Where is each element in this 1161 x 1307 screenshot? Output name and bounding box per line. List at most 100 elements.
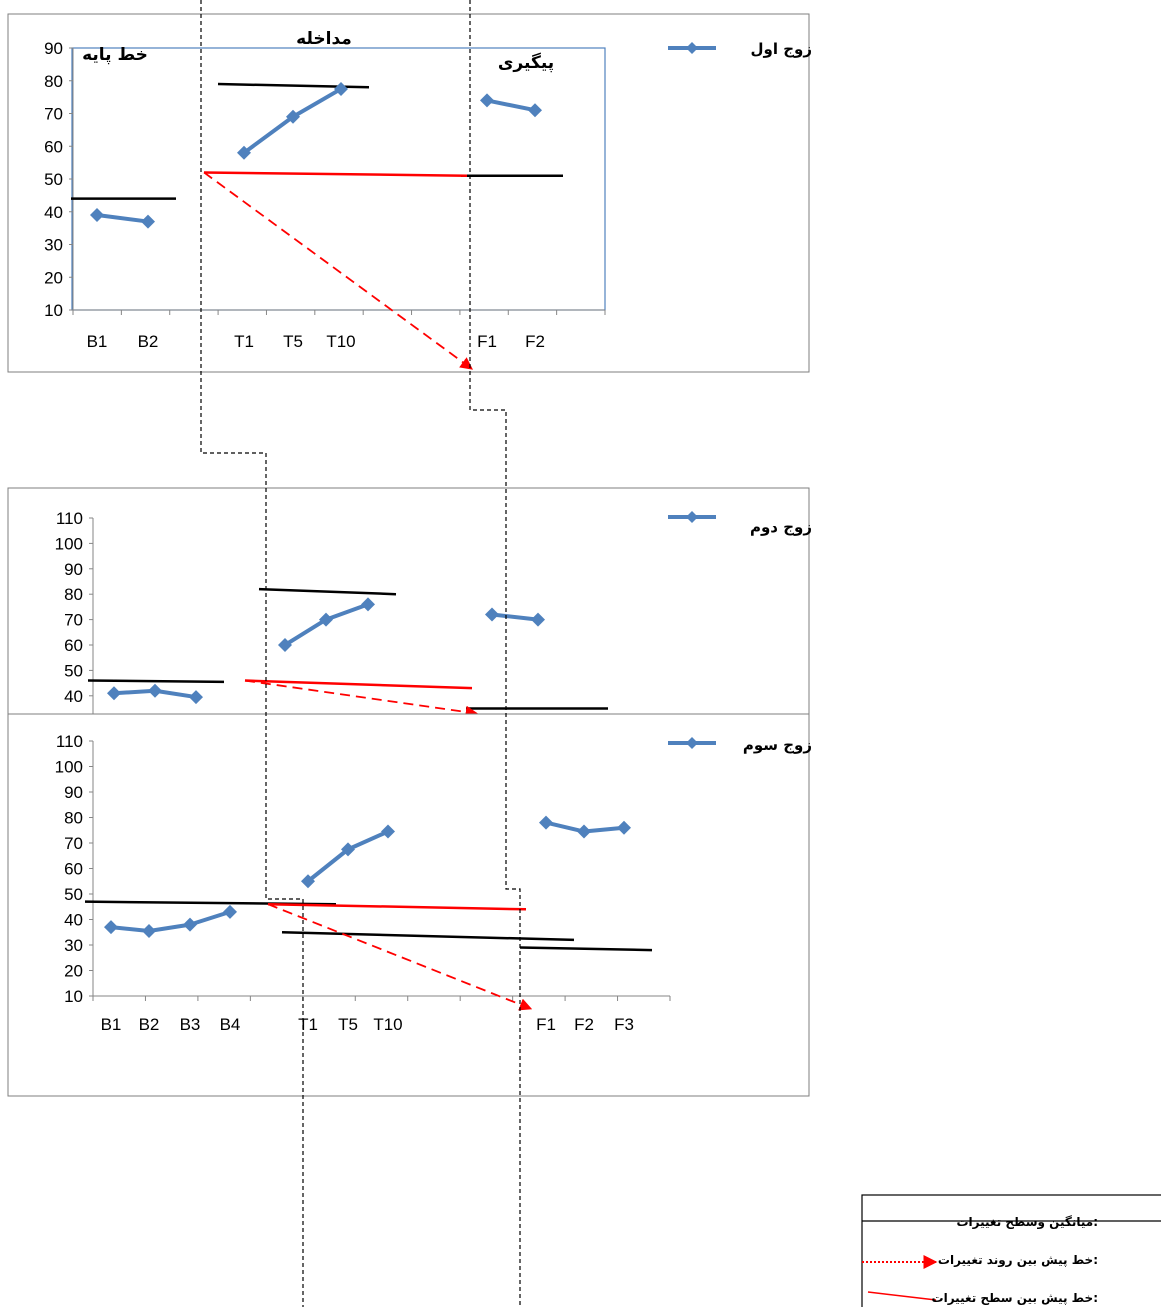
data-point-marker bbox=[278, 638, 292, 652]
data-point-marker bbox=[237, 145, 251, 160]
x-tick-label: F3 bbox=[614, 1015, 634, 1034]
x-tick-label: F1 bbox=[477, 332, 497, 351]
key-label-mean: میانگین وسطح تغییرات: bbox=[957, 1215, 1099, 1230]
level-prediction-line bbox=[244, 679, 473, 690]
x-tick-label: F2 bbox=[574, 1015, 594, 1034]
x-tick-label: B1 bbox=[101, 1015, 122, 1034]
data-point-marker bbox=[142, 923, 156, 938]
key-label-trend: خط پیش بین روند تغییرات: bbox=[938, 1253, 1098, 1268]
phase-label-baseline: خط پایه bbox=[82, 45, 148, 65]
series-line bbox=[110, 909, 231, 933]
x-tick-label: B4 bbox=[220, 1015, 241, 1034]
data-point-marker bbox=[361, 597, 375, 612]
y-tick-label: 60 bbox=[64, 860, 83, 879]
y-tick-label: 70 bbox=[44, 105, 63, 124]
y-tick-label: 20 bbox=[44, 268, 63, 287]
key-border bbox=[861, 1194, 1161, 1307]
x-tick-label: T10 bbox=[326, 332, 355, 351]
y-tick-label: 110 bbox=[56, 509, 83, 528]
y-tick-label: 40 bbox=[44, 203, 63, 222]
y-tick-label: 80 bbox=[64, 585, 83, 604]
data-point-marker bbox=[301, 874, 315, 889]
y-tick-label: 70 bbox=[64, 611, 83, 630]
x-tick-label: B3 bbox=[180, 1015, 201, 1034]
x-tick-label: B1 bbox=[87, 332, 108, 351]
phase-change-lines bbox=[200, 0, 521, 1307]
y-tick-label: 10 bbox=[44, 301, 63, 320]
key-solid-red-line bbox=[867, 1291, 937, 1301]
y-tick-label: 60 bbox=[44, 137, 63, 156]
data-point-marker bbox=[148, 683, 162, 698]
series-line bbox=[486, 98, 536, 113]
x-tick-label: F2 bbox=[525, 332, 545, 351]
legend-label: زوج اول bbox=[751, 40, 812, 58]
mean-level-line bbox=[87, 679, 225, 684]
data-point-marker bbox=[381, 824, 395, 839]
y-tick-label: 90 bbox=[64, 783, 83, 802]
trend-prediction-arrow bbox=[244, 679, 479, 719]
y-tick-label: 30 bbox=[64, 936, 83, 955]
data-point-marker bbox=[334, 81, 348, 96]
series-line bbox=[491, 612, 539, 622]
x-tick-label: T1 bbox=[234, 332, 254, 351]
y-tick-label: 70 bbox=[64, 834, 83, 853]
data-point-marker bbox=[189, 690, 203, 705]
data-point-marker bbox=[286, 109, 300, 124]
y-tick-label: 90 bbox=[44, 39, 63, 58]
legend-diamond-icon bbox=[686, 737, 698, 749]
y-tick-label: 100 bbox=[55, 758, 83, 777]
x-tick-label: B2 bbox=[139, 1015, 160, 1034]
y-tick-label: 50 bbox=[64, 661, 83, 680]
data-point-marker bbox=[531, 612, 545, 627]
data-point-marker bbox=[539, 815, 553, 830]
y-tick-label: 90 bbox=[64, 560, 83, 579]
data-point-marker bbox=[223, 904, 237, 919]
key-label-level: خط پیش بین سطح تغییرات: bbox=[932, 1291, 1098, 1305]
mean-level-line bbox=[281, 931, 575, 942]
mean-level-line bbox=[258, 587, 397, 596]
y-tick-label: 40 bbox=[64, 687, 83, 706]
legend-label: زوج سوم bbox=[743, 736, 812, 754]
chart-frame bbox=[7, 13, 810, 373]
phase-label-followup: پیگیری bbox=[498, 52, 554, 73]
data-point-marker bbox=[341, 842, 355, 857]
chart-couple-3: 10 20 30 40 50 60 70 80 90 100 110 B1 B2 B3 B4 T1 T5 T10 F… bbox=[7, 713, 812, 1097]
data-point-marker bbox=[485, 607, 499, 622]
x-tick-label: B2 bbox=[138, 332, 159, 351]
y-tick-label: 80 bbox=[64, 809, 83, 828]
chart-frame bbox=[7, 713, 810, 1097]
x-tick-label: T5 bbox=[283, 332, 303, 351]
line-key-box: میانگین وسطح تغییرات: خط پیش بین روند تغ… bbox=[861, 1194, 1161, 1307]
y-tick-label: 10 bbox=[64, 987, 83, 1006]
data-point-marker bbox=[617, 820, 631, 835]
level-prediction-line bbox=[203, 171, 468, 177]
x-tick-label: F1 bbox=[536, 1015, 556, 1034]
trend-prediction-arrow bbox=[203, 171, 474, 370]
legend: زوج اول bbox=[668, 40, 812, 58]
chart-couple-1: 10 20 30 40 50 60 70 80 90 B1 B2 T1 T5 T10 F1 F2 خط پای… bbox=[7, 13, 812, 373]
y-tick-label: 20 bbox=[64, 962, 83, 981]
legend-diamond-icon bbox=[686, 511, 698, 523]
phase-line-intervention-followup bbox=[469, 0, 521, 1307]
legend-diamond-icon bbox=[686, 42, 698, 54]
y-tick-label: 50 bbox=[64, 885, 83, 904]
legend: زوج دوم bbox=[668, 511, 812, 536]
legend: زوج سوم bbox=[668, 736, 812, 754]
data-point-marker bbox=[90, 208, 104, 223]
data-point-marker bbox=[183, 917, 197, 932]
phase-label-intervention: مداخله bbox=[296, 29, 352, 49]
x-tick-label: T5 bbox=[338, 1015, 358, 1034]
data-point-marker bbox=[319, 612, 333, 627]
x-tick-label: T10 bbox=[373, 1015, 402, 1034]
data-point-marker bbox=[528, 103, 542, 118]
y-tick-label: 60 bbox=[64, 636, 83, 655]
y-tick-label: 110 bbox=[56, 732, 83, 751]
y-tick-label: 50 bbox=[44, 170, 63, 189]
data-point-marker bbox=[107, 686, 121, 701]
y-tick-label: 100 bbox=[55, 534, 83, 553]
x-tick-label: T1 bbox=[298, 1015, 318, 1034]
data-point-marker bbox=[141, 214, 155, 229]
y-tick-label: 80 bbox=[44, 72, 63, 91]
data-point-marker bbox=[104, 920, 118, 935]
